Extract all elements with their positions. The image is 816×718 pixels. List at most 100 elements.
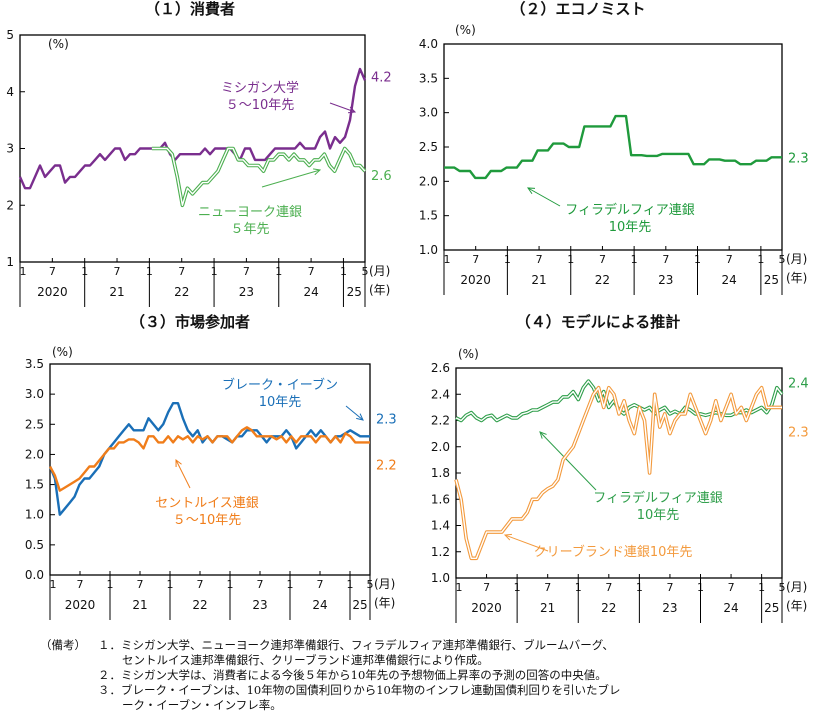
x-month-unit: (月) — [786, 580, 807, 594]
series-line-inner — [151, 147, 366, 206]
series-label-arrowhead — [313, 168, 322, 176]
series-line — [18, 67, 367, 190]
y-tick-label: 1.5 — [25, 478, 44, 492]
series-label-line: ミシガン大学 — [221, 80, 299, 96]
x-year-label: 25 — [347, 285, 362, 299]
x-year-label: 24 — [312, 598, 327, 612]
x-month-unit: (月) — [374, 577, 395, 591]
x-month-label: 7 — [536, 253, 543, 266]
x-month-label: 7 — [472, 253, 479, 266]
series-label-arrowhead — [503, 533, 513, 541]
series-label-line: 10年先 — [637, 508, 680, 523]
x-year-label: 21 — [531, 273, 546, 287]
series-end-label: 2.6 — [371, 169, 392, 184]
y-axis-unit: (%) — [458, 347, 479, 361]
series-line — [48, 426, 370, 492]
series-end-label: 2.2 — [376, 458, 397, 473]
x-year-label: 2020 — [37, 285, 68, 299]
x-month-label: 7 — [77, 578, 84, 591]
y-tick-label: 1.8 — [431, 466, 450, 480]
y-tick-label: 0.5 — [25, 538, 44, 552]
y-tick-label: 2.6 — [431, 361, 450, 375]
x-month-label: 7 — [483, 581, 490, 594]
y-tick-label: 2 — [6, 198, 14, 212]
series-label-line: ニューヨーク連銀 — [198, 205, 302, 220]
y-tick-label: 2.5 — [419, 140, 438, 154]
x-month-label: 7 — [317, 578, 324, 591]
panel-p1: （１）消費者(%)1234517171717171520202122232425… — [6, 0, 392, 307]
series-label-line: クリーブランド連銀10年先 — [534, 544, 693, 560]
y-tick-label: 4 — [6, 85, 14, 99]
panel-title: （４）モデルによる推計 — [516, 313, 681, 331]
x-month-label: 7 — [599, 253, 606, 266]
series-label: ニューヨーク連銀 ５年先 — [198, 205, 302, 237]
y-tick-label: 2.0 — [431, 440, 450, 454]
x-year-unit: (年) — [786, 599, 807, 613]
y-tick-label: 1.0 — [431, 571, 450, 585]
series-label: フィラデルフィア連銀 10年先 — [593, 490, 722, 523]
x-month-label: 7 — [114, 265, 121, 278]
series-label-arrow — [504, 534, 549, 552]
x-month-label: 7 — [137, 578, 144, 591]
series-label-arrowhead — [539, 431, 547, 439]
y-tick-label: 2.4 — [431, 387, 450, 401]
x-year-label: 21 — [132, 598, 147, 612]
x-year-label: 23 — [658, 273, 673, 287]
y-tick-label: 2.0 — [419, 174, 438, 188]
x-year-label: 21 — [109, 285, 124, 299]
x-year-label: 25 — [764, 273, 779, 287]
series-label-line: 10年先 — [259, 395, 302, 410]
series-label-arrowhead — [526, 187, 536, 195]
panel-title: （３）市場参加者 — [130, 313, 250, 331]
x-month-label: 7 — [544, 581, 551, 594]
y-axis-unit: (%) — [48, 37, 69, 51]
x-month-label: 7 — [197, 578, 204, 591]
x-month-label: 7 — [662, 253, 669, 266]
series-end-label: 2.4 — [788, 376, 809, 391]
series-end-label: 2.3 — [376, 412, 397, 427]
note-num: ２． — [98, 668, 121, 682]
series-line-inner — [455, 387, 782, 559]
series-label-line: フィラデルフィア連銀 — [593, 490, 722, 506]
y-tick-label: 0.0 — [25, 568, 44, 582]
series-line — [151, 146, 367, 208]
series-label-line: 10年先 — [609, 220, 652, 235]
note-text: セントルイス連邦準備銀行、クリーブランド連邦準備銀行により作成。 — [122, 653, 489, 667]
x-month-label: 7 — [605, 581, 612, 594]
series-label: ブレーク・イーブン 10年先 — [222, 377, 338, 410]
x-year-label: 22 — [601, 601, 616, 615]
note-item-1: １．ミシガン大学、ニューヨーク連邦準備銀行、フィラデルフィア連邦準備銀行、ブルー… — [98, 638, 810, 668]
y-tick-label: 1.2 — [431, 545, 450, 559]
series-label-line: ５年先 — [230, 222, 269, 237]
panel-p2: （２）エコノミスト(%)1.01.52.02.53.03.54.01717171… — [419, 0, 809, 295]
y-tick-label: 1.0 — [419, 243, 438, 257]
series-label-arrowhead — [347, 106, 357, 114]
x-year-label: 24 — [723, 601, 738, 615]
x-year-label: 24 — [303, 285, 318, 299]
panel-p4: （４）モデルによる推計 (%) 1.0 1.2 1.4 1.6 1.8 2.0 2.2 2.4 2.… — [431, 313, 809, 623]
y-tick-label: 2.2 — [431, 414, 450, 428]
x-month-label: 7 — [243, 265, 250, 278]
x-month-label: 1 — [456, 581, 463, 594]
x-year-label: 22 — [595, 273, 610, 287]
note-text: ミシガン大学、ニューヨーク連邦準備銀行、フィラデルフィア連邦準備銀行、ブルームバ… — [121, 638, 614, 652]
panel-p3: （３）市場参加者(%)0.00.51.01.52.02.53.03.517171… — [25, 313, 397, 620]
series-label-arrow — [539, 431, 597, 491]
notes-label: （備考） — [40, 638, 86, 652]
y-tick-label: 3.0 — [419, 106, 438, 120]
y-tick-label: 2.0 — [25, 447, 44, 461]
note-item-2: ２．ミシガン大学は、消費者による今後５年から10年先の予想物価上昇率の予測の回答… — [98, 668, 810, 683]
chart-figure: （１）消費者(%)1234517171717171520202122232425… — [6, 0, 809, 623]
series-label-arrow — [329, 102, 356, 113]
y-tick-label: 3.0 — [25, 387, 44, 401]
y-tick-label: 1.5 — [419, 209, 438, 223]
series-label: セントルイス連銀 ５～10年先 — [155, 496, 259, 528]
series-end-label: 2.3 — [788, 151, 809, 166]
y-axis-unit: (%) — [455, 23, 476, 37]
x-year-label: 21 — [540, 601, 555, 615]
x-year-unit: (年) — [786, 271, 807, 285]
note-text: ーク・イーブン・インフレ率。 — [122, 698, 282, 712]
series-end-label: 4.2 — [371, 70, 392, 85]
panel-title: （１）消費者 — [145, 0, 235, 18]
note-text: ミシガン大学は、消費者による今後５年から10年先の予想物価上昇率の予測の回答の中… — [121, 668, 607, 682]
